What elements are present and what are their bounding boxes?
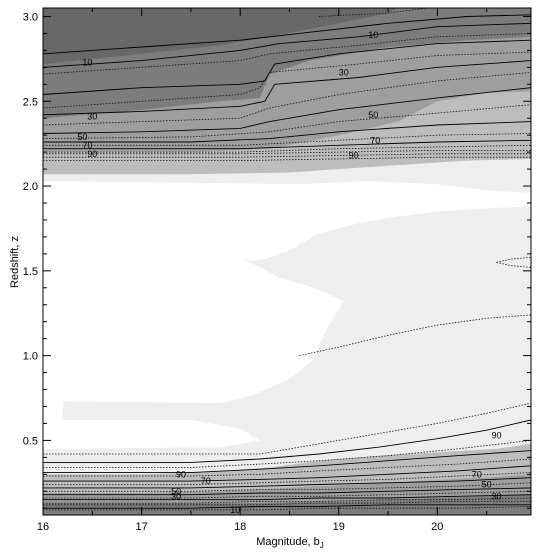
x-axis-title: Magnitude, bJ <box>256 536 324 550</box>
contour-label-15: 50 <box>482 480 492 490</box>
solid-contour-27 <box>43 477 531 489</box>
solid-contour-31 <box>43 494 531 501</box>
y-axis-ticks: 0.5 1.0 1.5 2.0 2.5 3.0 <box>23 12 531 509</box>
x-tick-label-1: 17 <box>135 521 147 533</box>
dotted-contour-24 <box>43 458 531 477</box>
x-axis-title-subscript: J <box>320 541 324 550</box>
y-tick-label-1: 1.0 <box>23 351 38 363</box>
y-tick-label-5: 3.0 <box>23 12 38 24</box>
y-tick-label-2: 1.5 <box>23 266 38 278</box>
contour-label-11: 90 <box>176 469 186 479</box>
x-axis-title-main: Magnitude, b <box>256 536 320 548</box>
solid-contour-1 <box>43 22 531 68</box>
contour-label-2: 50 <box>77 132 87 142</box>
contour-label-12: 70 <box>201 476 211 486</box>
contour-label-4: 90 <box>87 149 97 159</box>
dotted-contour-8 <box>43 104 531 139</box>
solid-contour-29 <box>43 487 531 496</box>
dotted-contour-35 <box>43 506 531 511</box>
x-tick-label-2: 18 <box>234 521 246 533</box>
contour-label-5: 10 <box>368 30 378 40</box>
dotted-contour-28 <box>43 482 531 492</box>
solid-contour-21 <box>43 419 531 463</box>
dotted-contour-4 <box>43 51 531 109</box>
dotted-contour-18 <box>496 256 531 263</box>
solid-contour-23 <box>43 450 531 474</box>
contour-label-17: 30 <box>491 491 501 501</box>
contour-label-8: 70 <box>370 135 380 145</box>
dotted-contour-26 <box>43 472 531 485</box>
solid-contour-0 <box>43 14 531 55</box>
contour-label-18: 10 <box>230 505 240 515</box>
dotted-contour-19 <box>496 261 531 268</box>
y-tick-label-0: 0.5 <box>23 435 38 447</box>
contour-label-1: 30 <box>87 112 97 122</box>
dotted-contour-2 <box>43 33 531 75</box>
region-level-1-0 <box>43 206 531 515</box>
dotted-contour-16 <box>318 8 428 17</box>
contour-label-13: 70 <box>472 469 482 479</box>
solid-contour-25 <box>43 465 531 482</box>
y-tick-label-3: 2.0 <box>23 181 38 193</box>
dotted-contour-32 <box>43 497 531 504</box>
dotted-contour-33 <box>43 500 531 506</box>
plot-frame <box>42 7 532 516</box>
contour-label-16: 30 <box>171 491 181 501</box>
contour-label-3: 70 <box>82 140 92 150</box>
solid-contour-11 <box>43 139 531 150</box>
y-axis-title: Redshift, z <box>9 236 21 288</box>
solid-contour-34 <box>43 504 531 509</box>
dotted-contour-20 <box>43 402 531 455</box>
x-axis-ticks: 16 17 18 19 20 <box>37 8 488 533</box>
solid-contour-7 <box>43 87 531 134</box>
contour-label-9: 90 <box>348 151 358 161</box>
contour-label-10: 90 <box>491 430 501 440</box>
solid-contour-9 <box>43 121 531 143</box>
x-tick-label-0: 16 <box>37 521 49 533</box>
dotted-contour-22 <box>43 440 531 468</box>
x-tick-label-4: 20 <box>431 521 443 533</box>
x-tick-label-3: 19 <box>333 521 345 533</box>
dotted-contour-6 <box>43 72 531 126</box>
dotted-contour-30 <box>43 490 531 499</box>
dotted-contour-17 <box>299 314 531 356</box>
solid-contour-3 <box>43 39 531 95</box>
contour-label-6: 30 <box>339 67 349 77</box>
plot-area <box>43 8 531 515</box>
contour-label-0: 10 <box>82 57 92 67</box>
solid-contour-5 <box>43 60 531 116</box>
y-tick-label-4: 2.5 <box>23 96 38 108</box>
region-level-5-8 <box>43 8 398 64</box>
contour-label-14: 50 <box>171 486 181 496</box>
contour-lines <box>43 8 531 511</box>
contour-label-7: 50 <box>368 110 378 120</box>
